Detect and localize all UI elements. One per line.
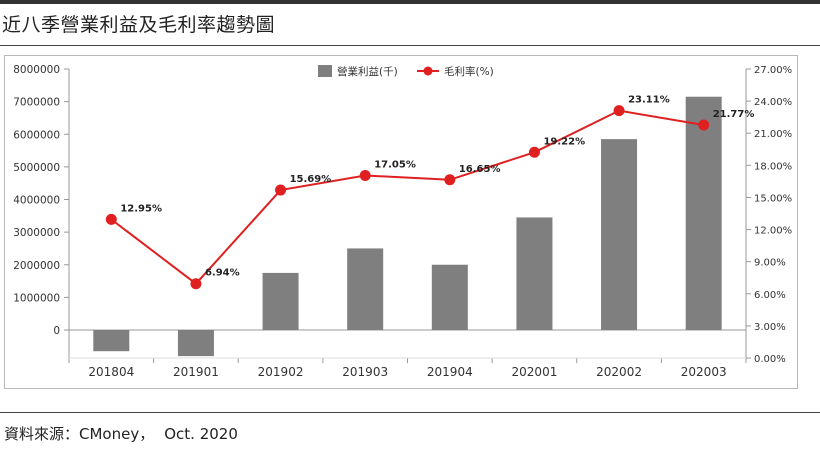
margin-point xyxy=(359,170,371,182)
bottom-divider xyxy=(0,412,820,413)
data-label: 21.77% xyxy=(713,109,755,120)
right-tick-label: 15.00% xyxy=(754,193,792,204)
x-tick-label: 201903 xyxy=(342,365,388,379)
left-tick-label: 6000000 xyxy=(13,129,60,141)
right-tick-label: 27.00% xyxy=(754,65,792,76)
left-tick-label: 2000000 xyxy=(13,260,60,272)
x-tick-label: 201901 xyxy=(173,365,219,379)
margin-point xyxy=(698,119,710,131)
legend-label-line: 毛利率(%) xyxy=(444,65,494,78)
x-tick-label: 201904 xyxy=(427,365,473,379)
bar xyxy=(177,330,214,357)
source-date: Oct. 2020 xyxy=(164,425,238,443)
left-tick-label: 0 xyxy=(53,325,60,337)
source-label: 資料來源：CMoney， xyxy=(4,425,155,443)
margin-point xyxy=(105,213,117,225)
right-tick-label: 18.00% xyxy=(754,161,792,172)
left-tick-label: 1000000 xyxy=(13,292,60,304)
left-tick-label: 4000000 xyxy=(13,195,60,207)
legend-swatch-bar xyxy=(318,65,332,77)
margin-point xyxy=(275,184,287,196)
legend-swatch-marker xyxy=(423,66,433,76)
bar xyxy=(516,217,553,330)
data-label: 23.11% xyxy=(628,95,670,106)
bar xyxy=(431,264,468,330)
data-label: 12.95% xyxy=(120,203,162,214)
left-tick-label: 8000000 xyxy=(13,64,60,76)
x-tick-label: 201902 xyxy=(258,365,304,379)
data-label: 6.94% xyxy=(205,268,240,279)
right-tick-label: 21.00% xyxy=(754,129,792,140)
data-label: 16.65% xyxy=(459,164,501,175)
right-tick-label: 6.00% xyxy=(754,290,786,301)
left-tick-label: 3000000 xyxy=(13,227,60,239)
margin-line xyxy=(110,109,704,286)
right-tick-label: 9.00% xyxy=(754,258,786,269)
x-tick-label: 202002 xyxy=(596,365,642,379)
margin-point xyxy=(528,146,540,158)
top-rule xyxy=(0,0,820,4)
x-tick-label: 202001 xyxy=(512,365,558,379)
page-title: 近八季營業利益及毛利率趨勢圖 xyxy=(2,14,276,36)
chart: 0 1000000 2000000 3000000 4000000 5000000 6000… xyxy=(13,64,792,379)
margin-point xyxy=(613,105,625,117)
x-tick-label: 202003 xyxy=(681,365,727,379)
chart-frame: 0 1000000 2000000 3000000 4000000 5000000 6000… xyxy=(4,55,798,389)
bar xyxy=(601,139,638,330)
title-divider xyxy=(0,45,820,46)
source-note: 資料來源：CMoney， Oct. 2020 xyxy=(4,423,248,444)
legend-label-bar: 營業利益(千) xyxy=(337,65,398,78)
bar xyxy=(262,272,299,330)
margin-point xyxy=(444,174,456,186)
right-tick-label: 24.00% xyxy=(754,97,792,108)
bar xyxy=(685,96,722,330)
data-label: 19.22% xyxy=(543,136,585,147)
data-label: 17.05% xyxy=(374,160,416,171)
left-tick-label: 7000000 xyxy=(13,97,60,109)
bar xyxy=(93,330,130,352)
margin-point xyxy=(190,278,202,290)
data-label: 15.69% xyxy=(290,174,332,185)
right-tick-label: 3.00% xyxy=(754,322,786,333)
left-tick-label: 5000000 xyxy=(13,162,60,174)
right-tick-label: 12.00% xyxy=(754,226,792,237)
bar xyxy=(347,248,384,330)
x-tick-label: 201804 xyxy=(88,365,134,379)
right-tick-label: 0.00% xyxy=(754,354,786,365)
